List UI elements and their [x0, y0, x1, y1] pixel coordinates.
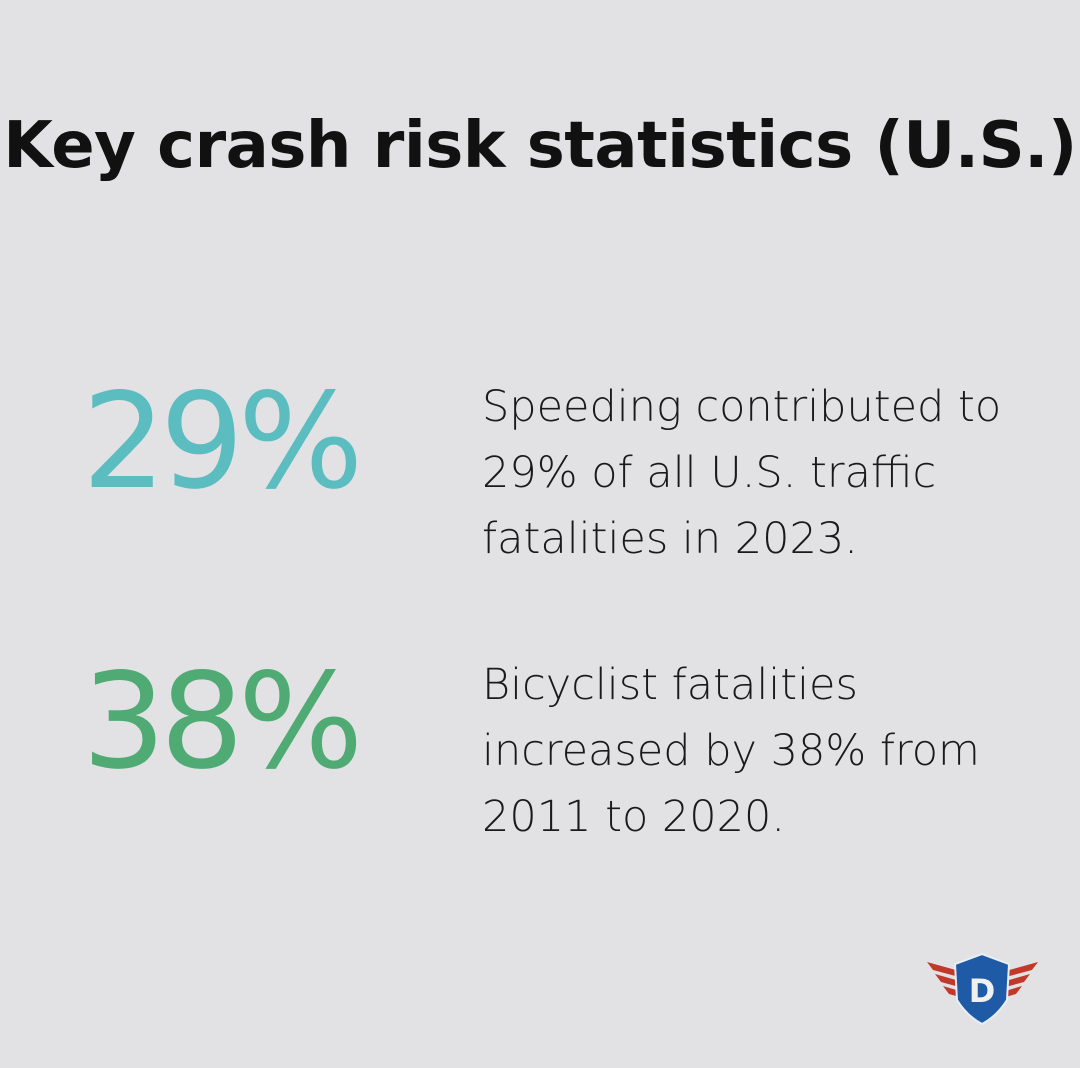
svg-text:D: D	[969, 972, 996, 1010]
stat-value-bicyclist: 38%	[82, 645, 363, 799]
shield-wings-logo-icon: D	[925, 950, 1040, 1030]
stat-value-speeding: 29%	[82, 365, 363, 519]
stat-description-bicyclist: Bicyclist fatalities increased by 38% fr…	[482, 660, 980, 842]
stat-description-speeding: Speeding contributed to 29% of all U.S. …	[482, 382, 1002, 564]
page-title: Key crash risk statistics (U.S.)	[3, 109, 1077, 183]
